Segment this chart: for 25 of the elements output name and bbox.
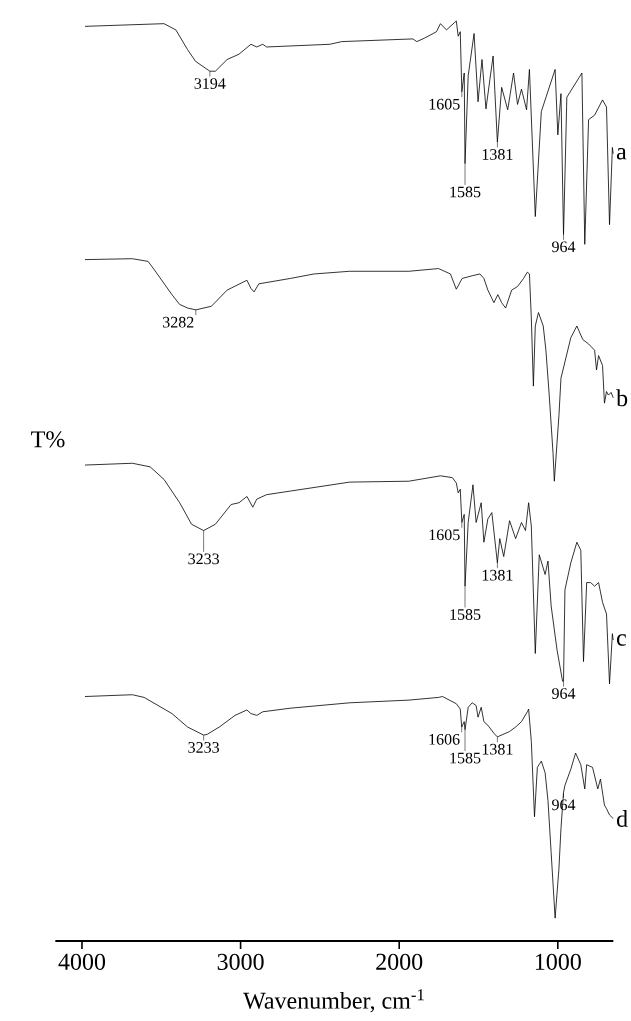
series-label: c <box>616 634 626 646</box>
annotation: 3282 <box>162 316 194 328</box>
annotation: 1605 <box>429 529 460 541</box>
annotation: 3194 <box>194 78 226 89</box>
annotation: 1585 <box>450 186 481 198</box>
annotation: 964 <box>551 688 576 699</box>
x-tick-label: 3000 <box>217 953 264 970</box>
series-label: b <box>615 389 628 407</box>
annotation: 1585 <box>450 609 481 620</box>
series-label: d <box>616 810 628 827</box>
annotation: 1381 <box>482 569 513 581</box>
annotation: 1381 <box>482 743 513 755</box>
x-axis-title: Wavenumber, cm$^{-1}$ <box>243 989 424 1013</box>
annotation: 1606 <box>429 733 460 745</box>
x-tick-label: 1000 <box>535 953 581 970</box>
annotation: 1605 <box>429 98 460 110</box>
annotation: 1381 <box>482 149 513 160</box>
x-tick-label: 4000 <box>58 953 105 970</box>
annotation: 964 <box>551 241 576 253</box>
y-axis-title: T% <box>30 431 65 448</box>
series-label: a <box>616 147 627 160</box>
annotation: 3233 <box>188 553 219 565</box>
annotation: 3233 <box>188 742 219 753</box>
annotation: 1585 <box>450 752 481 764</box>
x-tick-label: 2000 <box>376 953 423 970</box>
